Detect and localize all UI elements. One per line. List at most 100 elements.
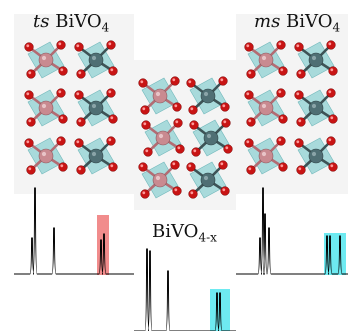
oxygen-highlight bbox=[220, 78, 224, 82]
oxygen-atom bbox=[296, 117, 306, 127]
oxygen-atom bbox=[76, 69, 86, 79]
oxygen-atom bbox=[244, 42, 254, 52]
label-ms-sub: 4 bbox=[332, 20, 341, 35]
oxygen-atom bbox=[170, 160, 180, 170]
oxygen-atom bbox=[276, 88, 286, 98]
label-ms-prefix: ms bbox=[254, 11, 281, 32]
oxygen-atom bbox=[172, 102, 182, 112]
oxygen-highlight bbox=[110, 68, 114, 72]
bivo4x-spectrum bbox=[134, 248, 236, 331]
oxygen-atom bbox=[106, 88, 116, 98]
ms-bivo4-structure bbox=[244, 40, 338, 175]
vanadium-atom bbox=[88, 52, 104, 68]
atom-highlight bbox=[311, 151, 317, 157]
oxygen-highlight bbox=[174, 188, 178, 192]
oxygen-highlight bbox=[280, 164, 284, 168]
oxygen-atom bbox=[326, 40, 336, 50]
oxygen-atom bbox=[26, 165, 36, 175]
oxygen-atom bbox=[246, 165, 256, 175]
oxygen-atom bbox=[24, 42, 34, 52]
oxygen-highlight bbox=[280, 68, 284, 72]
oxygen-atom bbox=[296, 69, 306, 79]
atom-highlight bbox=[155, 175, 161, 181]
label-ts-formula: BiVO bbox=[55, 11, 102, 32]
oxygen-atom bbox=[188, 189, 198, 199]
atom-highlight bbox=[155, 91, 161, 97]
bismuth-atom bbox=[258, 52, 274, 68]
oxygen-atom bbox=[189, 120, 199, 130]
oxygen-highlight bbox=[188, 80, 192, 84]
ts-bivo4-structure bbox=[24, 40, 118, 175]
oxygen-highlight bbox=[60, 116, 64, 120]
atom-highlight bbox=[41, 55, 47, 61]
oxygen-atom bbox=[294, 90, 304, 100]
atom-highlight bbox=[203, 175, 209, 181]
vanadium-atom bbox=[88, 100, 104, 116]
oxygen-highlight bbox=[177, 146, 181, 150]
bismuth-atom bbox=[258, 148, 274, 164]
vanadium-atom bbox=[308, 148, 324, 164]
oxygen-atom bbox=[24, 90, 34, 100]
oxygen-atom bbox=[223, 144, 233, 154]
spectrum-line bbox=[134, 248, 236, 331]
oxygen-highlight bbox=[60, 68, 64, 72]
oxygen-atom bbox=[140, 105, 150, 115]
label-bivo4x-formula: BiVO bbox=[152, 221, 199, 242]
oxygen-atom bbox=[278, 66, 288, 76]
oxygen-highlight bbox=[58, 42, 62, 46]
ts-spectrum bbox=[14, 187, 134, 275]
oxygen-atom bbox=[76, 165, 86, 175]
bismuth-atom bbox=[38, 100, 54, 116]
oxygen-atom bbox=[141, 120, 151, 130]
oxygen-atom bbox=[56, 88, 66, 98]
oxygen-highlight bbox=[298, 71, 302, 75]
oxygen-atom bbox=[278, 162, 288, 172]
atom-highlight bbox=[261, 55, 267, 61]
bivo4x-structure bbox=[138, 76, 233, 199]
oxygen-highlight bbox=[220, 162, 224, 166]
oxygen-highlight bbox=[26, 140, 30, 144]
vanadium-atom bbox=[203, 130, 219, 146]
oxygen-highlight bbox=[298, 119, 302, 123]
oxygen-highlight bbox=[28, 119, 32, 123]
atom-highlight bbox=[91, 103, 97, 109]
oxygen-highlight bbox=[58, 90, 62, 94]
highlight-band bbox=[210, 289, 230, 331]
oxygen-atom bbox=[173, 118, 183, 128]
oxygen-atom bbox=[186, 162, 196, 172]
oxygen-atom bbox=[191, 147, 201, 157]
oxygen-highlight bbox=[330, 164, 334, 168]
bismuth-atom bbox=[152, 172, 168, 188]
bismuth-atom bbox=[38, 52, 54, 68]
label-ts-prefix: ts bbox=[33, 11, 50, 32]
atom-highlight bbox=[203, 91, 209, 97]
oxygen-atom bbox=[276, 136, 286, 146]
oxygen-highlight bbox=[330, 116, 334, 120]
vanadium-atom bbox=[308, 52, 324, 68]
oxygen-atom bbox=[76, 117, 86, 127]
vanadium-atom bbox=[200, 172, 216, 188]
vanadium-atom bbox=[88, 148, 104, 164]
spectrum-line bbox=[14, 187, 134, 275]
oxygen-highlight bbox=[330, 68, 334, 72]
oxygen-highlight bbox=[246, 44, 250, 48]
oxygen-atom bbox=[138, 78, 148, 88]
oxygen-highlight bbox=[108, 42, 112, 46]
oxygen-highlight bbox=[174, 104, 178, 108]
oxygen-atom bbox=[326, 88, 336, 98]
atom-highlight bbox=[91, 151, 97, 157]
spectrum-line bbox=[236, 187, 348, 275]
oxygen-highlight bbox=[296, 44, 300, 48]
oxygen-highlight bbox=[28, 71, 32, 75]
label-bivo4x-sub: 4-x bbox=[198, 230, 217, 245]
oxygen-highlight bbox=[328, 42, 332, 46]
oxygen-atom bbox=[328, 66, 338, 76]
oxygen-highlight bbox=[328, 138, 332, 142]
oxygen-highlight bbox=[328, 90, 332, 94]
oxygen-atom bbox=[218, 160, 228, 170]
oxygen-highlight bbox=[248, 71, 252, 75]
oxygen-highlight bbox=[172, 162, 176, 166]
oxygen-highlight bbox=[278, 138, 282, 142]
oxygen-atom bbox=[26, 69, 36, 79]
oxygen-highlight bbox=[278, 90, 282, 94]
